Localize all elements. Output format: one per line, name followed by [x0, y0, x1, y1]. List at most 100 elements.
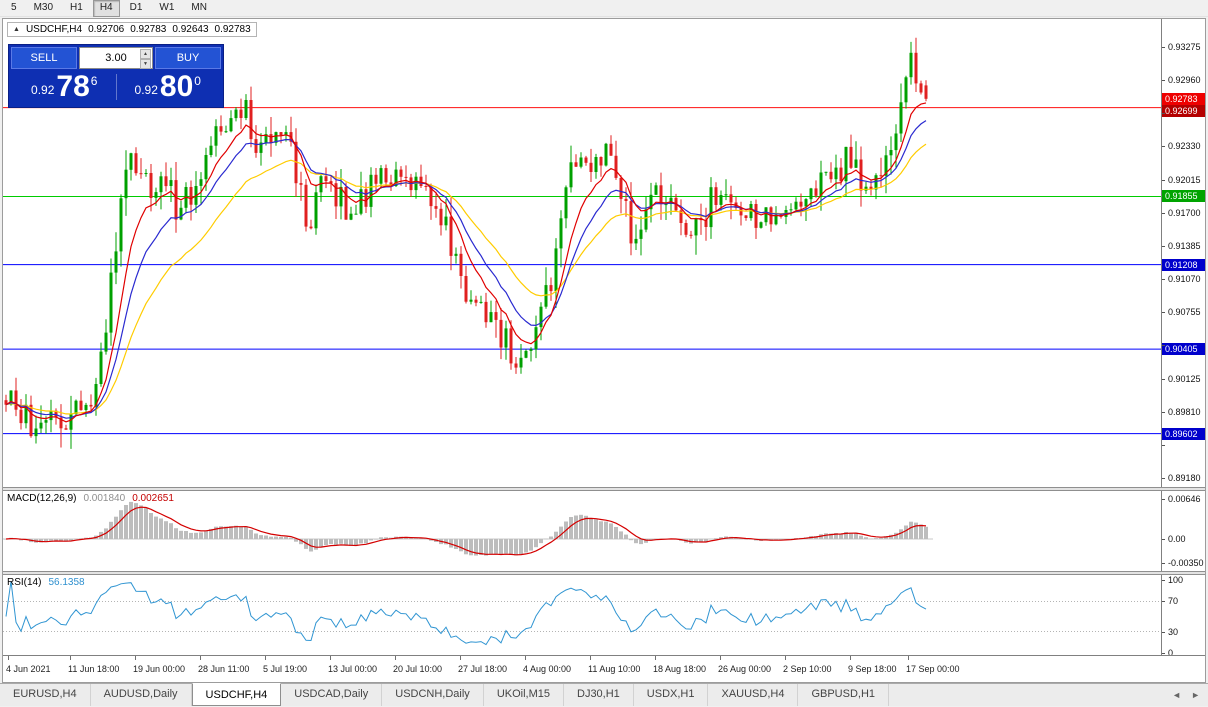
horizontal-lines-layer	[3, 107, 1161, 435]
rsi-label: RSI(14) 56.1358	[7, 577, 85, 588]
pane-splitter-rsi[interactable]	[3, 571, 1205, 575]
rsi-value: 56.1358	[48, 577, 85, 588]
timeframe-button-h1[interactable]: H1	[70, 1, 83, 13]
bid-prefix: 0.92	[31, 83, 55, 97]
chart-tab-usdchf-h4[interactable]: USDCHF,H4	[191, 683, 282, 706]
time-tick-label: 4 Aug 00:00	[523, 664, 572, 674]
time-tick-label: 18 Aug 18:00	[653, 664, 707, 674]
volume-value: 3.00	[105, 52, 127, 64]
price-tick-label: 0.93275	[1168, 42, 1201, 52]
volume-up-icon[interactable]: ▲	[140, 49, 151, 59]
time-tick-mark	[265, 656, 266, 660]
price-badge: 0.89602	[1162, 428, 1205, 440]
price-tick-mark	[1162, 47, 1165, 48]
macd-label: MACD(12,26,9) 0.001840 0.002651	[7, 493, 174, 504]
tab-scroll-arrows: ◄ ►	[1172, 684, 1208, 706]
sell-button[interactable]: SELL	[11, 47, 77, 69]
pane-splitter-macd[interactable]	[3, 487, 1205, 491]
bid-big-digits: 78	[56, 70, 90, 103]
ma-red-line	[5, 102, 927, 423]
tab-scroll-right-icon[interactable]: ►	[1191, 690, 1200, 700]
timeframe-button-h4[interactable]: H4	[92, 0, 120, 17]
rsi-tick-label: 70	[1168, 596, 1179, 606]
price-tick-label: 0.89180	[1168, 473, 1201, 483]
price-axis[interactable]: 0.92783 0.92699 0.91855 0.91208 0.90405 0.896…	[1161, 19, 1205, 682]
time-tick-mark	[200, 656, 201, 660]
time-tick-mark	[785, 656, 786, 660]
ask-price[interactable]: 0.92 80 0	[117, 72, 220, 102]
time-tick-mark	[330, 656, 331, 660]
price-tick-mark	[1162, 180, 1165, 181]
price-tick-mark	[1162, 113, 1165, 114]
rsi-tick-mark	[1162, 653, 1165, 654]
time-tick-label: 27 Jul 18:00	[458, 664, 508, 674]
macd-tick-label: 0.00	[1168, 534, 1186, 544]
chart-tab-audusd-daily[interactable]: AUDUSD,Daily	[91, 684, 192, 706]
time-tick-mark	[908, 656, 909, 660]
ohlc-expand-icon[interactable]: ▲	[13, 26, 20, 33]
chart-tab-usdcnh-daily[interactable]: USDCNH,Daily	[382, 684, 484, 706]
price-tick-mark	[1162, 246, 1165, 247]
macd-name: MACD(12,26,9)	[7, 493, 77, 504]
bid-price[interactable]: 0.92 78 6	[13, 72, 116, 102]
price-tick-label: 0.90125	[1168, 374, 1201, 384]
time-tick-label: 26 Aug 00:00	[718, 664, 772, 674]
chart-tab-bar: EURUSD,H4 AUDUSD,Daily USDCHF,H4 USDCAD,Dai…	[0, 683, 1208, 706]
time-tick-mark	[70, 656, 71, 660]
chart-tab-eurusd-h4[interactable]: EURUSD,H4	[0, 684, 91, 706]
timeframe-toolbar: 5 M30 H1 H4 D1 W1 MN	[0, 0, 1208, 17]
timeframe-button-m30[interactable]: M30	[33, 1, 54, 13]
volume-input[interactable]: 3.00 ▲ ▼	[79, 47, 153, 69]
time-tick-mark	[135, 656, 136, 660]
macd-indicator-pane[interactable]	[3, 491, 1161, 571]
macd-tick-label: 0.00646	[1168, 494, 1201, 504]
price-badge: 0.90405	[1162, 343, 1205, 355]
rsi-tick-mark	[1162, 632, 1165, 633]
timeframe-button-d1[interactable]: D1	[129, 1, 143, 13]
time-tick-label: 5 Jul 19:00	[263, 664, 308, 674]
timeframe-button-w1[interactable]: W1	[159, 1, 175, 13]
price-tick-label: 0.91700	[1168, 208, 1201, 218]
rsi-line	[5, 581, 927, 646]
chart-tab-usdx-h1[interactable]: USDX,H1	[634, 684, 709, 706]
price-badge: 0.91208	[1162, 259, 1205, 271]
ask-big-digits: 80	[159, 70, 194, 103]
chart-tab-ukoil-m15[interactable]: UKOil,M15	[484, 684, 564, 706]
macd-histogram	[4, 501, 928, 556]
rsi-tick-label: 0	[1168, 648, 1174, 658]
quote-divider	[115, 74, 117, 100]
time-tick-mark	[850, 656, 851, 660]
price-tick-label: 0.90755	[1168, 307, 1201, 317]
volume-down-icon[interactable]: ▼	[140, 59, 151, 69]
timeframe-button-5[interactable]: 5	[11, 1, 17, 13]
tab-scroll-left-icon[interactable]: ◄	[1172, 690, 1182, 700]
price-tick-label: 0.89810	[1168, 407, 1201, 417]
chart-tab-xauusd-h4[interactable]: XAUUSD,H4	[708, 684, 799, 706]
price-badge: 0.92699	[1162, 105, 1205, 117]
rsi-indicator-pane[interactable]	[3, 575, 1161, 655]
rsi-tick-label: 30	[1168, 627, 1179, 637]
time-tick-label: 11 Aug 10:00	[588, 664, 641, 674]
price-tick-mark	[1162, 412, 1165, 413]
chart-tab-usdcad-daily[interactable]: USDCAD,Daily	[281, 684, 383, 706]
time-tick-label: 19 Jun 00:00	[133, 664, 186, 674]
macd-tick-mark	[1162, 539, 1165, 540]
time-tick-mark	[720, 656, 721, 660]
macd-value-main: 0.001840	[83, 493, 126, 504]
time-tick-label: 2 Sep 10:00	[783, 664, 832, 674]
chart-tab-gbpusd-h1[interactable]: GBPUSD,H1	[798, 684, 890, 706]
rsi-tick-mark	[1162, 580, 1165, 581]
price-tick-mark	[1162, 80, 1165, 81]
ohlc-close: 0.92783	[214, 24, 251, 35]
price-tick-mark	[1162, 445, 1165, 446]
chart-window: ▲ USDCHF,H4 0.92706 0.92783 0.92643 0.92…	[2, 18, 1206, 683]
timeframe-button-mn[interactable]: MN	[191, 1, 207, 13]
time-tick-label: 20 Jul 10:00	[393, 664, 443, 674]
chart-tab-dj30-h1[interactable]: DJ30,H1	[564, 684, 634, 706]
price-tick-mark	[1162, 213, 1165, 214]
ohlc-open: 0.92706	[88, 24, 125, 35]
ask-prefix: 0.92	[134, 83, 158, 97]
buy-button[interactable]: BUY	[155, 47, 221, 69]
time-axis[interactable]: 4 Jun 2021 11 Jun 18:00 19 Jun 00:00 28 Jun…	[3, 655, 1205, 682]
